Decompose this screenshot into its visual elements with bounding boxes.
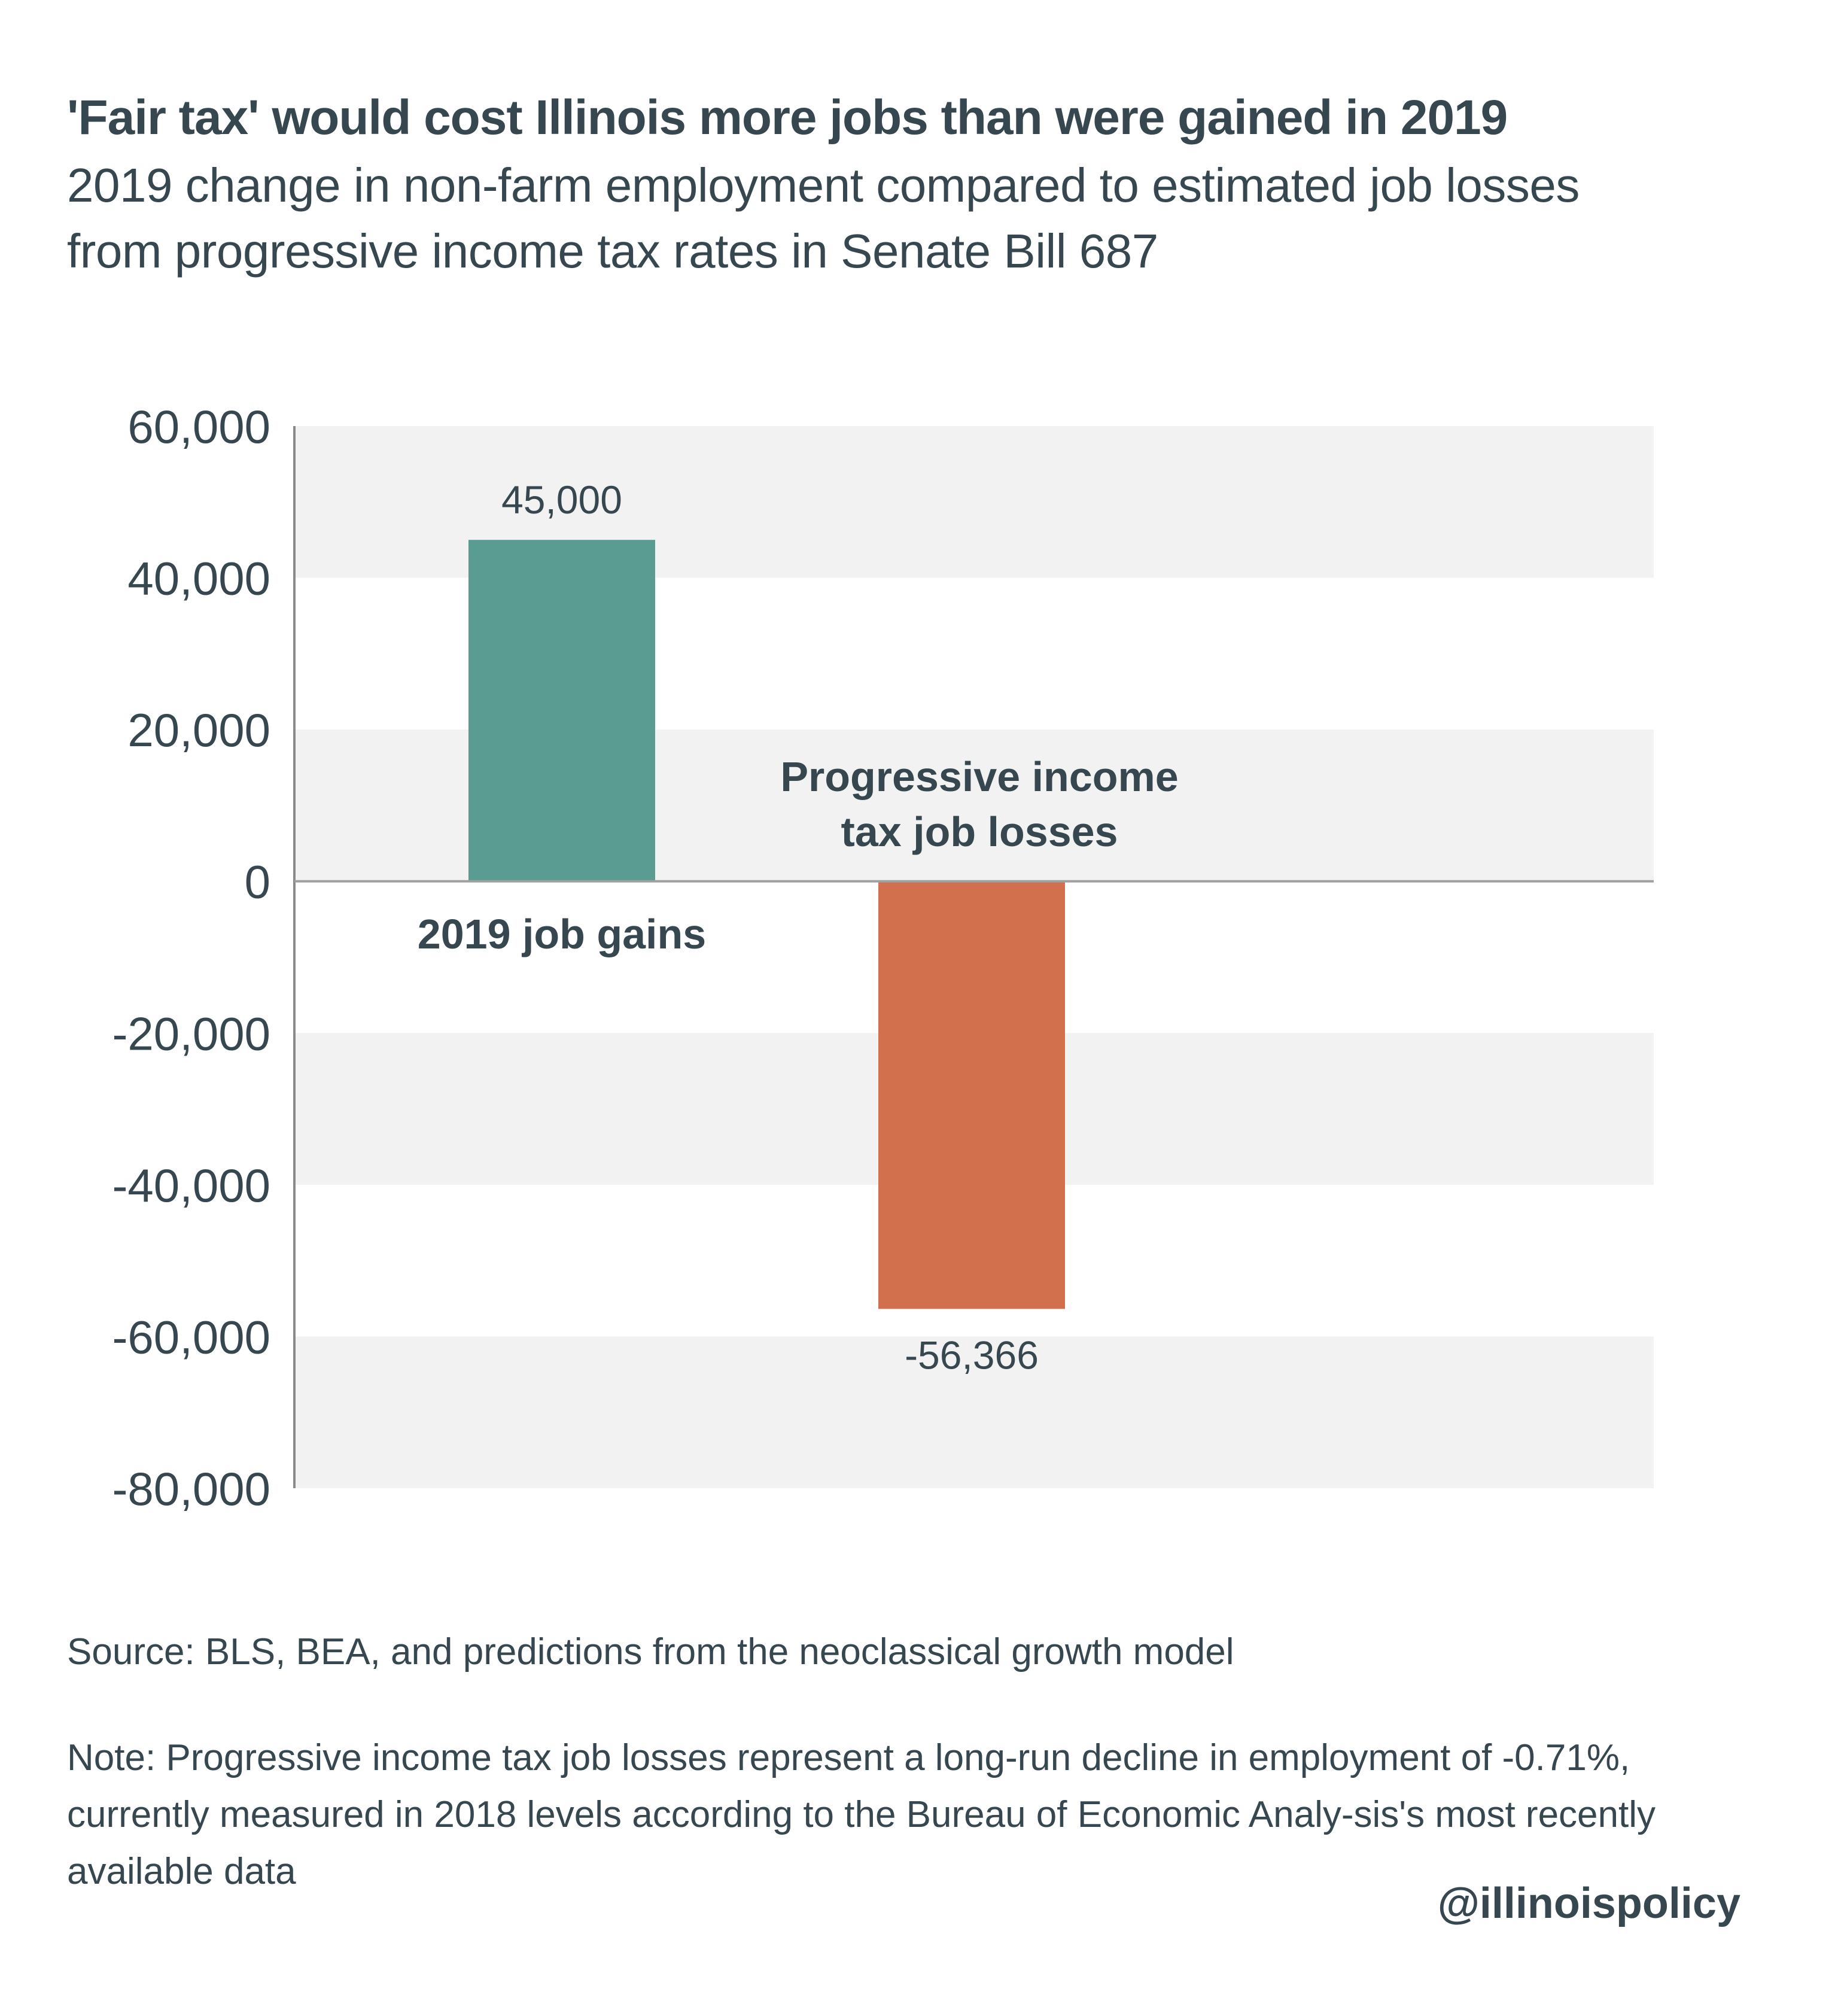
y-tick-label: 40,000 <box>127 552 270 605</box>
y-tick-label: 20,000 <box>127 704 270 756</box>
y-tick-label: -80,000 <box>112 1462 270 1515</box>
data-label: -56,366 <box>905 1333 1039 1377</box>
grid-band <box>294 1336 1654 1488</box>
chart-subtitle: 2019 change in non-farm employment compa… <box>67 159 1580 278</box>
data-label: 45,000 <box>501 478 622 522</box>
source-note: Source: BLS, BEA, and predictions from t… <box>67 1631 1234 1673</box>
y-tick-label: -20,000 <box>112 1007 270 1060</box>
bar <box>878 881 1065 1309</box>
y-tick-label: -40,000 <box>112 1159 270 1212</box>
bar <box>468 540 655 881</box>
brand-handle: @illinoispolicy <box>1437 1880 1740 1927</box>
chart-title: 'Fair tax' would cost Illinois more jobs… <box>67 90 1508 145</box>
y-tick-label: 60,000 <box>127 400 270 453</box>
category-label: tax job losses <box>841 808 1118 855</box>
footnote: Note: Progressive income tax job losses … <box>67 1737 1656 1892</box>
category-label: 2019 job gains <box>418 911 706 957</box>
category-label: Progressive income <box>780 753 1178 800</box>
y-tick-label: 0 <box>245 856 270 908</box>
y-tick-label: -60,000 <box>112 1310 270 1363</box>
